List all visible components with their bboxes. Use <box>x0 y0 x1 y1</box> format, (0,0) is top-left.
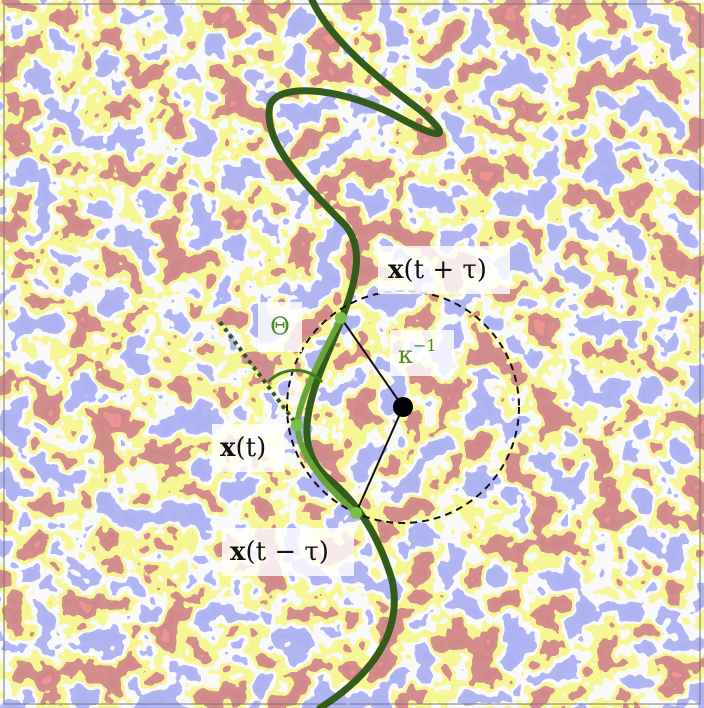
radius-line <box>355 406 404 514</box>
turbulence-field <box>4 4 700 704</box>
circle-center <box>393 397 413 417</box>
angle-arc <box>266 368 324 384</box>
curvature-label: κ−1 <box>398 336 437 369</box>
trajectory <box>265 0 444 708</box>
label-box <box>212 424 284 472</box>
label-past: x(t − τ) <box>230 537 329 567</box>
point <box>335 312 347 324</box>
tangent-line <box>218 320 299 427</box>
label-future: x(t + τ) <box>388 255 487 285</box>
label-box <box>390 330 454 376</box>
argument: (t) <box>236 433 267 463</box>
exponent: −1 <box>413 336 437 355</box>
label-box <box>378 246 510 294</box>
frame <box>3 3 701 705</box>
symbol: x <box>388 255 404 285</box>
label-present: x(t) <box>220 433 266 463</box>
point <box>350 507 362 519</box>
label-box <box>222 528 354 576</box>
symbol: x <box>220 433 236 463</box>
angle-label: Θ <box>270 313 290 341</box>
radius-line <box>340 317 404 408</box>
label-box <box>258 302 302 352</box>
point <box>291 419 303 431</box>
symbol: x <box>230 537 246 567</box>
argument: (t − τ) <box>246 537 329 567</box>
kappa: κ <box>398 341 413 369</box>
argument: (t + τ) <box>404 255 487 285</box>
